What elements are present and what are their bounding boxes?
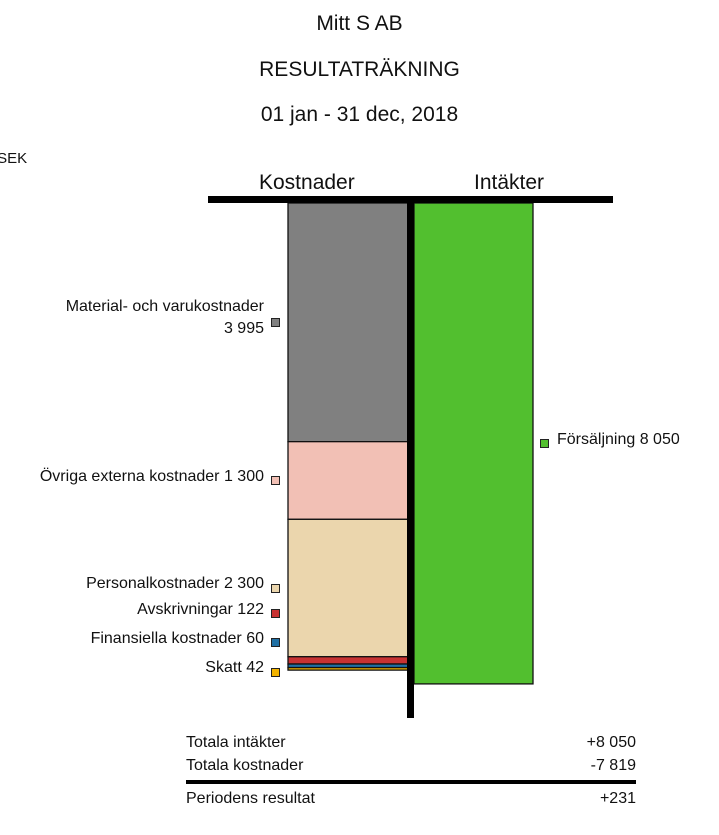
result-label: Periodens resultat <box>186 790 315 807</box>
cost-label-0-line: 3 995 <box>223 320 264 337</box>
cost-label-0: Material- och varukostnader 3 995 <box>66 296 264 340</box>
header-rule <box>208 196 613 203</box>
cost-label-2-line: Personalkostnader 2 300 <box>86 575 264 592</box>
company-name: Mitt S AB <box>316 12 403 35</box>
cost-segment-0 <box>287 202 409 443</box>
cost-label-5: Skatt 42 <box>205 657 264 679</box>
legend-swatch-cost-1 <box>271 476 280 485</box>
legend-swatch-cost-3 <box>271 609 280 618</box>
cost-segment-1 <box>287 441 409 520</box>
report-title: RESULTATRÄKNING <box>259 58 460 81</box>
column-header-incomes: Intäkter <box>474 171 545 194</box>
cost-label-3-line: Avskrivningar 122 <box>137 601 264 618</box>
cost-segment-2 <box>287 518 409 658</box>
summary-value: -7 819 <box>590 757 636 774</box>
legend-swatch-cost-0 <box>271 318 280 327</box>
unit-label: tSEK <box>0 150 28 167</box>
report-period: 01 jan - 31 dec, 2018 <box>260 103 459 126</box>
summary-label: Totala kostnader <box>186 757 304 774</box>
income-segment-0 <box>413 202 534 685</box>
cost-label-1-line: Övriga externa kostnader 1 300 <box>39 468 264 485</box>
cost-label-2: Personalkostnader 2 300 <box>86 573 264 595</box>
summary-label: Totala intäkter <box>186 734 286 751</box>
income-label-0: Försäljning 8 050 <box>557 431 680 448</box>
cost-label-4: Finansiella kostnader 60 <box>91 628 264 650</box>
cost-label-0-line: Material- och varukostnader <box>65 298 264 315</box>
summary-divider <box>186 780 636 784</box>
cost-segment-3 <box>287 656 409 665</box>
cost-segment-5 <box>287 666 409 671</box>
cost-label-3: Avskrivningar 122 <box>137 599 264 621</box>
legend-swatch-income-0 <box>540 439 549 448</box>
cost-label-4-line: Finansiella kostnader 60 <box>90 630 264 647</box>
result-value: +231 <box>599 790 636 807</box>
cost-label-1: Övriga externa kostnader 1 300 <box>40 466 264 488</box>
cost-label-5-line: Skatt 42 <box>205 659 264 676</box>
center-divider <box>407 203 414 718</box>
summary-value: +8 050 <box>586 734 636 751</box>
legend-swatch-cost-2 <box>271 584 280 593</box>
legend-swatch-cost-5 <box>271 668 280 677</box>
legend-swatch-cost-4 <box>271 638 280 647</box>
column-header-costs: Kostnader <box>259 171 355 194</box>
